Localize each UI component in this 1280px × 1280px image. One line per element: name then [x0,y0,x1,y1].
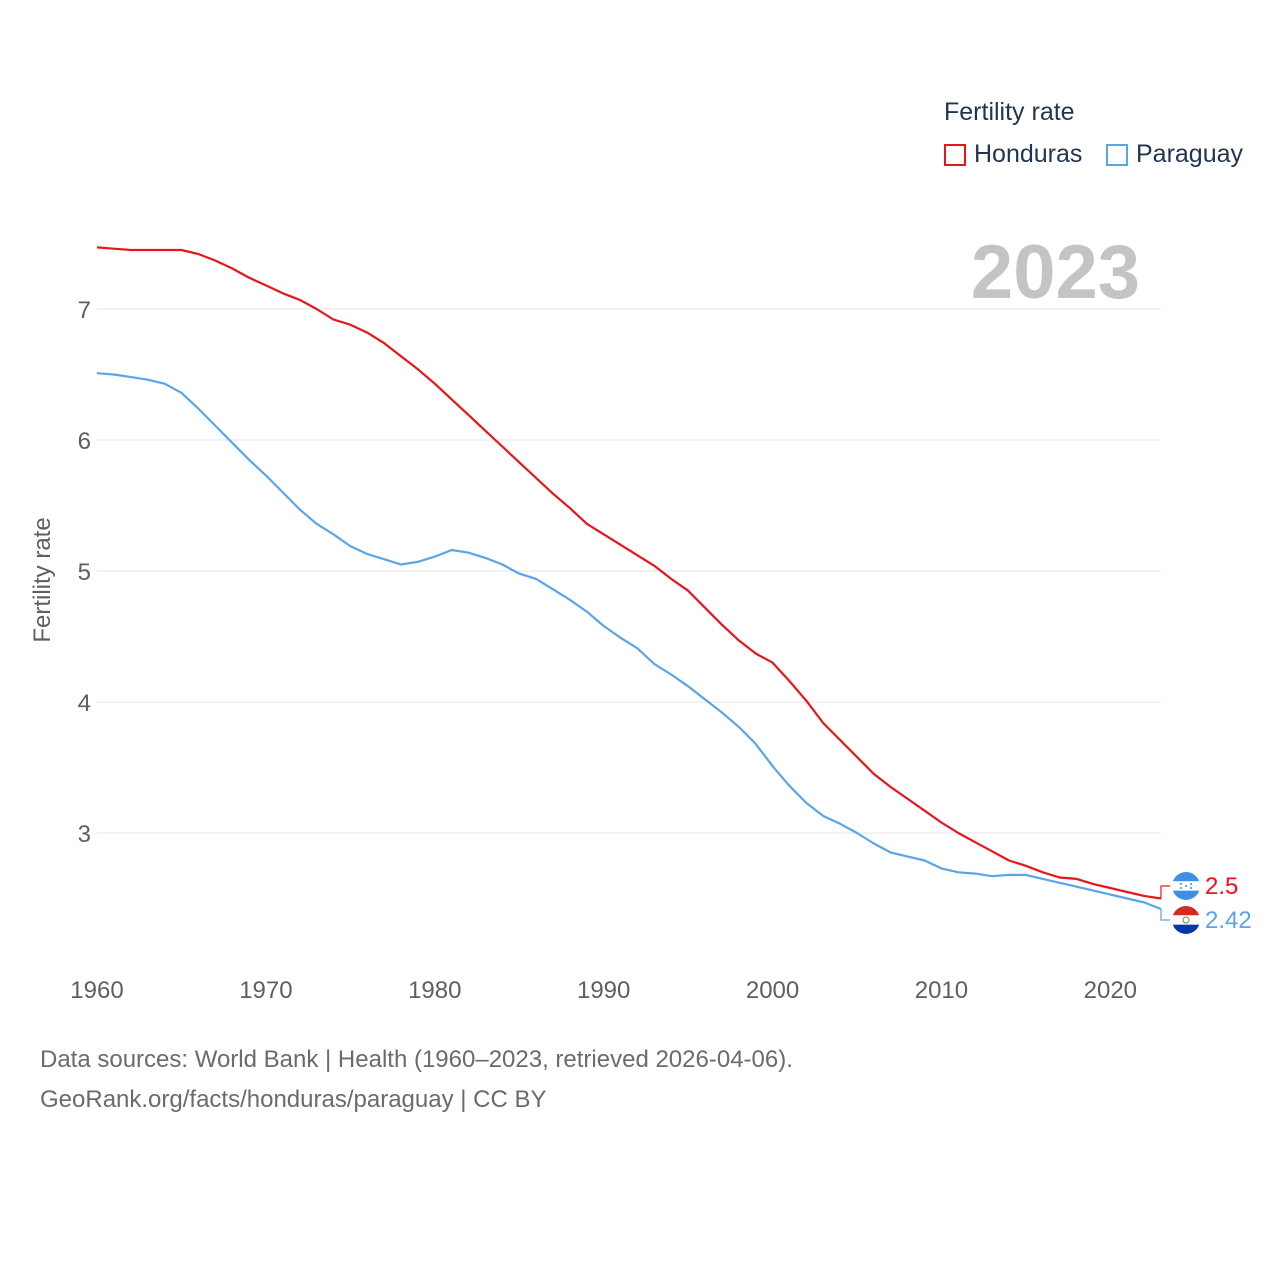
year-label: 2023 [971,230,1140,315]
end-connector-paraguay [1160,909,1170,921]
y-tick-label: 5 [78,559,91,586]
legend-swatch-paraguay [1106,143,1128,166]
footer-credit[interactable]: GeoRank.org/facts/honduras/paraguay | CC… [40,1086,547,1113]
end-connector-honduras [1160,885,1170,899]
x-tick-label: 1990 [577,977,630,1004]
series-line-paraguay [96,372,1162,911]
x-tick-label: 2000 [746,977,799,1004]
legend-item-honduras[interactable]: Honduras [944,140,1082,169]
x-axis-ticks: 1960 1970 1980 1990 2000 2010 2020 [70,977,1137,1004]
legend-label-paraguay: Paraguay [1136,140,1244,168]
end-value-honduras: 2.5 [1205,873,1238,900]
series-lines [96,246,1162,911]
y-tick-label: 3 [78,821,91,848]
legend-swatch-honduras [944,143,966,166]
x-tick-label: 2010 [915,977,968,1004]
x-tick-label: 1980 [408,977,461,1004]
flag-paraguay-icon [1172,906,1200,934]
legend-title: Fertility rate [944,98,1075,126]
legend-label-honduras: Honduras [974,140,1083,168]
series-line-honduras [96,246,1162,900]
y-axis-label: Fertility rate [29,517,56,642]
x-tick-label: 1970 [239,977,292,1004]
end-markers: 2.5 2.42 [1160,872,1252,934]
y-tick-label: 4 [78,690,91,717]
footer-sources: Data sources: World Bank | Health (1960–… [40,1046,793,1073]
x-tick-label: 1960 [70,977,123,1004]
x-tick-label: 2020 [1084,977,1137,1004]
y-axis-ticks: 3 4 5 6 7 [78,297,91,848]
flag-honduras-icon [1172,872,1200,900]
y-tick-label: 7 [78,297,91,324]
grid-lines [97,308,1161,834]
end-value-paraguay: 2.42 [1205,907,1252,934]
y-tick-label: 6 [78,428,91,455]
legend-item-paraguay[interactable]: Paraguay [1106,140,1243,169]
